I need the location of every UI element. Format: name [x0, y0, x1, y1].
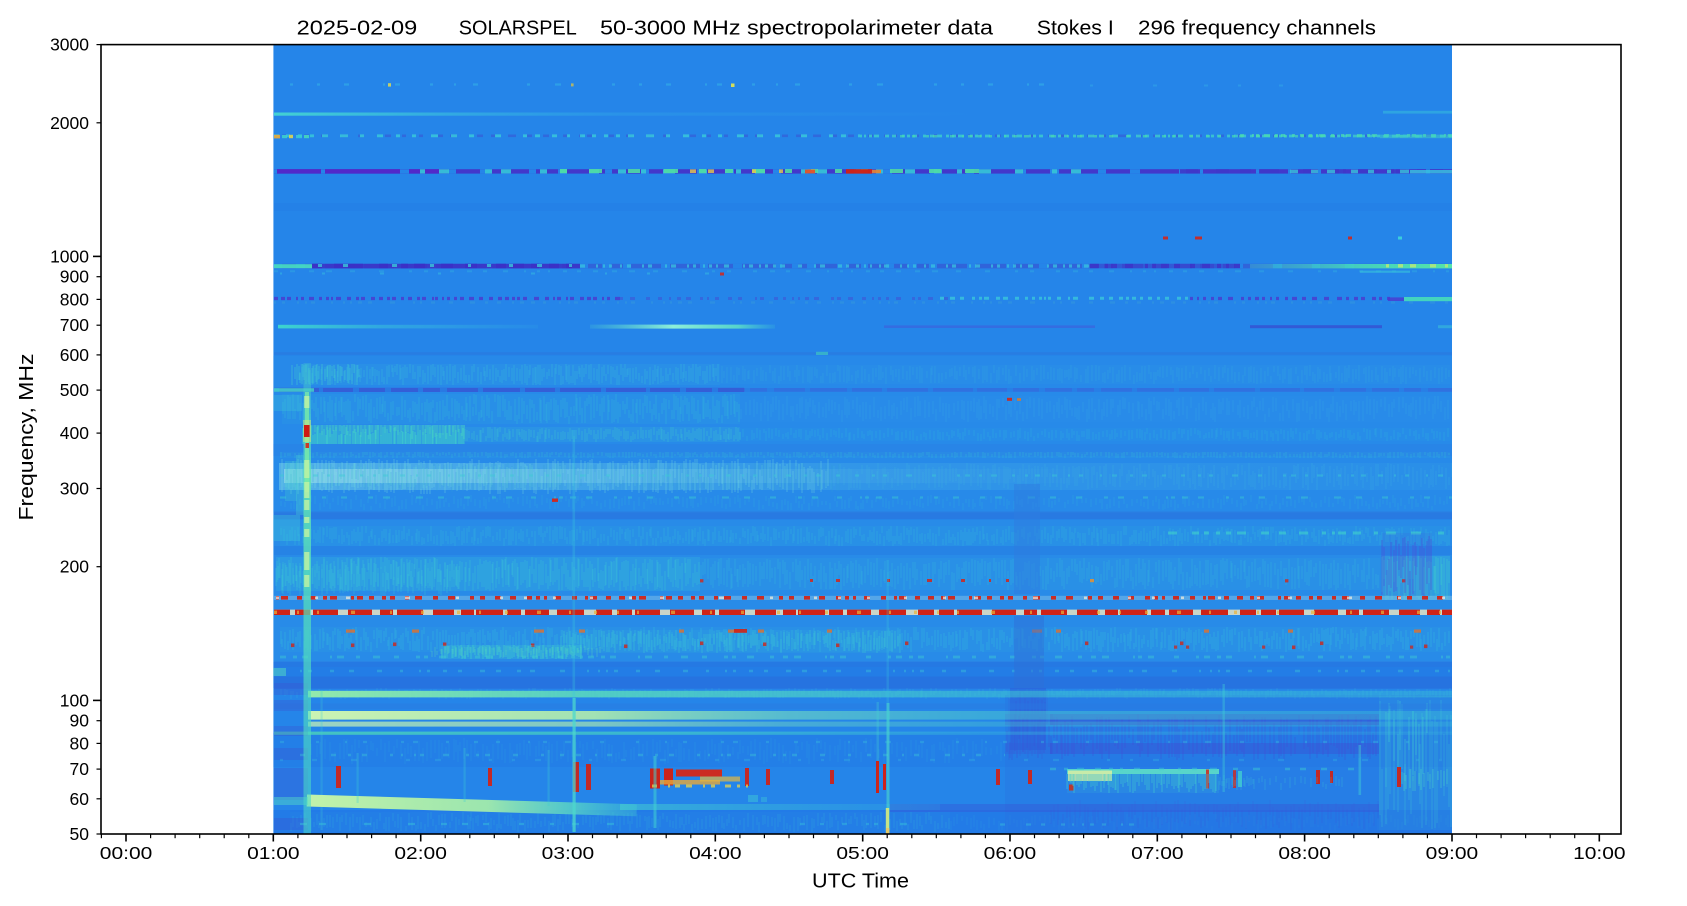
svg-text:60: 60 [70, 789, 90, 809]
svg-text:2025-02-09: 2025-02-09 [297, 17, 418, 40]
svg-text:90: 90 [70, 711, 90, 731]
svg-text:01:00: 01:00 [247, 843, 300, 863]
svg-text:UTC Time: UTC Time [812, 871, 909, 893]
svg-text:09:00: 09:00 [1426, 843, 1479, 863]
svg-text:296 frequency channels: 296 frequency channels [1138, 17, 1376, 40]
svg-text:80: 80 [70, 733, 90, 753]
svg-text:Frequency, MHz: Frequency, MHz [16, 354, 38, 521]
svg-text:900: 900 [60, 267, 89, 287]
svg-text:600: 600 [60, 345, 89, 365]
svg-text:500: 500 [60, 380, 89, 400]
svg-text:05:00: 05:00 [836, 843, 889, 863]
svg-text:03:00: 03:00 [542, 843, 595, 863]
svg-text:04:00: 04:00 [689, 843, 742, 863]
svg-text:08:00: 08:00 [1278, 843, 1331, 863]
svg-text:50-3000 MHz spectropolarimeter: 50-3000 MHz spectropolarimeter data [600, 17, 994, 40]
svg-text:700: 700 [60, 315, 89, 335]
svg-text:3000: 3000 [50, 35, 89, 55]
svg-text:70: 70 [70, 759, 90, 779]
svg-text:SOLARSPEL: SOLARSPEL [459, 17, 577, 40]
svg-text:02:00: 02:00 [394, 843, 447, 863]
svg-text:800: 800 [60, 289, 89, 309]
svg-text:100: 100 [60, 690, 89, 710]
svg-text:200: 200 [60, 557, 89, 577]
svg-text:00:00: 00:00 [100, 843, 153, 863]
svg-text:06:00: 06:00 [984, 843, 1037, 863]
svg-text:1000: 1000 [50, 246, 89, 266]
svg-text:07:00: 07:00 [1131, 843, 1184, 863]
svg-text:50: 50 [70, 824, 90, 844]
svg-text:10:00: 10:00 [1573, 843, 1626, 863]
svg-text:300: 300 [60, 479, 89, 499]
svg-text:Stokes I: Stokes I [1037, 17, 1114, 40]
svg-text:400: 400 [60, 423, 89, 443]
svg-text:2000: 2000 [50, 113, 89, 133]
